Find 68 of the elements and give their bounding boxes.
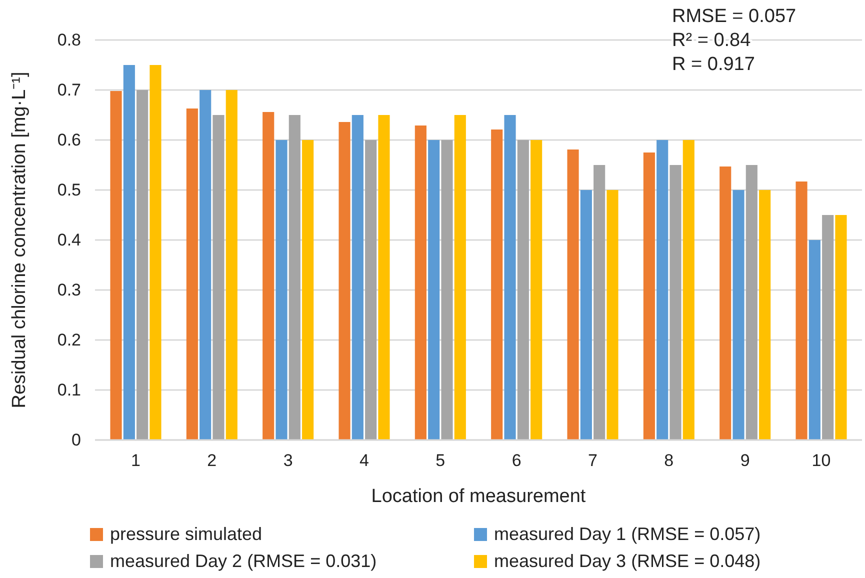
bar <box>276 140 288 440</box>
bar <box>186 108 198 440</box>
legend-label: measured Day 2 (RMSE = 0.031) <box>110 551 377 571</box>
x-tick-label: 6 <box>512 451 522 470</box>
bar <box>302 140 314 440</box>
bar <box>288 115 300 440</box>
x-tick-label: 5 <box>436 451 446 470</box>
bar <box>808 240 820 440</box>
bar <box>720 166 732 440</box>
x-tick-label: 7 <box>588 451 598 470</box>
y-tick-label: 0 <box>72 430 81 450</box>
bar <box>580 190 592 440</box>
bar <box>504 115 516 440</box>
bar <box>759 190 771 440</box>
x-tick-label: 2 <box>207 451 217 470</box>
bar <box>200 90 212 440</box>
bar <box>414 126 426 440</box>
y-tick-label: 0.3 <box>57 280 81 300</box>
y-axis-title: Residual chlorine concentration [mg·L⁻¹] <box>9 72 30 408</box>
bar <box>365 140 377 440</box>
y-tick-label: 0.6 <box>57 130 81 150</box>
bar <box>594 165 606 440</box>
bar <box>682 140 694 440</box>
bar <box>338 122 350 440</box>
y-tick-label: 0.4 <box>57 230 81 250</box>
annotation: R² = 0.84 <box>672 30 752 51</box>
y-tick-label: 0.1 <box>57 380 81 400</box>
x-tick-label: 1 <box>131 451 140 470</box>
bar <box>517 140 529 440</box>
bar <box>746 165 758 440</box>
bar <box>530 140 542 440</box>
bar <box>732 190 744 440</box>
x-tick-label: 3 <box>283 451 293 470</box>
bar <box>491 130 503 440</box>
legend-label: measured Day 1 (RMSE = 0.057) <box>494 524 761 544</box>
bar <box>454 115 466 440</box>
bar <box>441 140 453 440</box>
bar <box>428 140 440 440</box>
text: RMSE = 0.057 <box>672 6 796 27</box>
bar <box>835 215 847 440</box>
x-tick-label: 8 <box>664 451 674 470</box>
y-tick-label: 0.8 <box>57 30 81 50</box>
x-axis-title: Location of measurement <box>371 486 586 507</box>
legend-label: measured Day 3 (RMSE = 0.048) <box>494 551 761 571</box>
bar <box>822 215 834 440</box>
bar <box>352 115 364 440</box>
bar <box>110 91 122 440</box>
x-tick-label: 4 <box>360 451 369 470</box>
bar <box>670 165 682 440</box>
bar <box>656 140 668 440</box>
bar <box>212 115 224 440</box>
bar <box>796 182 808 440</box>
y-tick-label: 0.5 <box>57 180 81 200</box>
y-tick-label: 0.2 <box>57 330 81 350</box>
bar <box>150 65 162 440</box>
bar <box>226 90 238 440</box>
bar <box>643 152 655 440</box>
x-tick-label: 9 <box>740 451 750 470</box>
x-tick-label: 10 <box>812 451 831 470</box>
bar <box>606 190 618 440</box>
bar <box>567 150 579 440</box>
bar <box>378 115 390 440</box>
bar <box>123 65 135 440</box>
bar <box>262 112 274 440</box>
bar <box>136 90 148 440</box>
y-tick-label: 0.7 <box>57 80 81 100</box>
legend-label: pressure simulated <box>110 524 262 544</box>
annotation: R = 0.917 <box>672 54 755 75</box>
